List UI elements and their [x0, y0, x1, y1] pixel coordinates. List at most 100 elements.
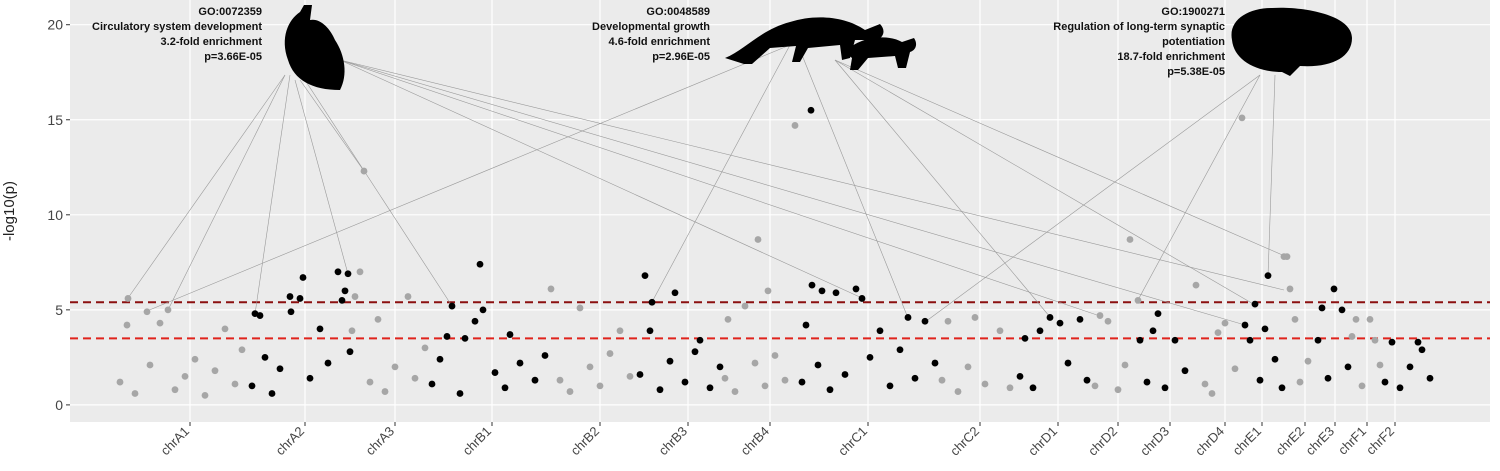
point: [656, 386, 664, 394]
point: [1192, 281, 1200, 289]
point: [636, 371, 644, 378]
point: [1330, 285, 1338, 293]
point: [256, 312, 264, 319]
point: [479, 306, 487, 314]
point: [931, 359, 939, 367]
point: [761, 382, 769, 390]
point: [516, 359, 524, 367]
point: [781, 376, 789, 384]
annotations: GO:0072359 Circulatory system development…: [92, 6, 1225, 78]
point: [191, 355, 199, 363]
point: [1149, 327, 1157, 335]
point: [921, 317, 929, 325]
point: [1278, 384, 1286, 392]
point: [1418, 346, 1426, 354]
point: [832, 289, 840, 297]
point: [641, 272, 649, 280]
point: [971, 314, 979, 321]
y-tick-label: 0: [55, 397, 63, 413]
x-tick-label: chrD2: [1085, 424, 1120, 459]
point: [1064, 359, 1072, 367]
point: [428, 380, 436, 388]
grid: [70, 0, 1490, 422]
point: [1348, 333, 1356, 340]
brain-icon: [1231, 7, 1352, 77]
point: [146, 361, 154, 369]
point: [366, 378, 374, 386]
point: [1366, 315, 1374, 323]
point: [334, 268, 342, 276]
point: [143, 308, 151, 316]
point: [866, 353, 874, 361]
point: [1231, 365, 1239, 373]
point: [1201, 380, 1209, 388]
annotation-text: GO:1900271: [1161, 6, 1225, 18]
point: [1314, 336, 1322, 344]
point: [181, 372, 189, 380]
point: [1414, 338, 1422, 346]
x-tick-label: chrD3: [1137, 424, 1172, 459]
point: [1006, 384, 1014, 392]
links: [127, 44, 1288, 326]
x-tick-label: chrF2: [1363, 424, 1397, 458]
y-axis-label: -log10(p): [1, 181, 18, 241]
point: [716, 363, 724, 371]
y-tick-label: 15: [47, 112, 63, 128]
point: [798, 378, 806, 386]
annotation-text: 3.2-fold enrichment: [161, 36, 263, 48]
point: [324, 359, 332, 367]
point: [814, 361, 822, 369]
point: [1291, 315, 1299, 323]
point: [1264, 272, 1272, 280]
point: [691, 348, 699, 356]
point: [1376, 361, 1384, 369]
y-tick-label: 5: [55, 302, 63, 318]
point: [374, 315, 382, 323]
point: [666, 357, 674, 365]
annotation-text: Regulation of long-term synaptic: [1053, 21, 1225, 33]
point: [1171, 336, 1179, 344]
point: [646, 327, 654, 335]
icons: [284, 5, 1352, 90]
point: [316, 325, 324, 333]
point: [411, 374, 419, 382]
x-tick-label: chrC1: [835, 424, 870, 459]
annotation-text: 18.7-fold enrichment: [1117, 51, 1225, 63]
y-tick-label: 10: [47, 207, 63, 223]
x-tick-label: chrD1: [1025, 424, 1060, 459]
point: [731, 388, 739, 395]
point: [541, 352, 549, 359]
point: [1371, 336, 1379, 344]
point: [1241, 321, 1249, 329]
annotation-text: potentiation: [1162, 36, 1225, 48]
point: [1096, 312, 1104, 319]
point: [1304, 357, 1312, 365]
point: [671, 289, 679, 297]
point: [171, 386, 179, 394]
point: [1296, 378, 1304, 386]
point: [341, 287, 349, 295]
point: [1114, 386, 1122, 394]
point: [124, 295, 132, 302]
point: [164, 306, 172, 314]
point: [1154, 310, 1162, 318]
point: [1318, 304, 1326, 312]
point: [1056, 319, 1064, 327]
x-tick-label: chrE2: [1272, 424, 1307, 459]
point: [1426, 374, 1434, 382]
point: [1214, 329, 1222, 337]
point: [721, 374, 729, 382]
point: [360, 167, 368, 175]
point: [876, 327, 884, 335]
point: [1091, 382, 1099, 390]
heart-icon: [284, 5, 345, 90]
x-tick-label: chrA2: [272, 424, 307, 459]
point: [443, 333, 451, 340]
x-tick-label: chrB2: [567, 424, 602, 459]
point: [706, 384, 714, 392]
point: [1396, 384, 1404, 392]
point: [556, 376, 564, 384]
point: [351, 293, 359, 300]
